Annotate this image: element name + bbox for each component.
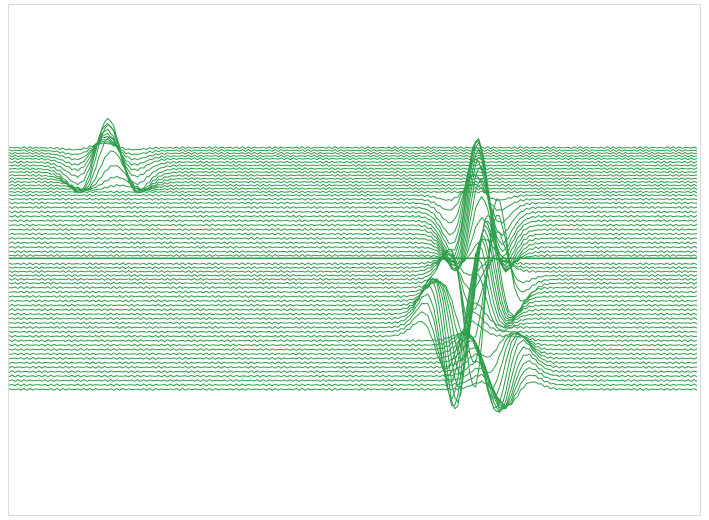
trace-line-40 bbox=[9, 229, 698, 377]
trace-line-35 bbox=[9, 214, 698, 363]
trace-line-37 bbox=[9, 215, 698, 336]
trace-line-52 bbox=[9, 332, 698, 400]
trace-line-12 bbox=[9, 165, 698, 191]
trace-line-1 bbox=[9, 142, 698, 151]
trace-line-56 bbox=[9, 353, 698, 411]
trace-line-55 bbox=[9, 346, 697, 413]
trace-line-44 bbox=[9, 258, 698, 407]
trace-line-2 bbox=[9, 140, 698, 156]
trace-line-28 bbox=[9, 196, 698, 271]
trace-line-15 bbox=[9, 190, 698, 194]
trace-line-18 bbox=[9, 158, 698, 224]
trace-line-31 bbox=[9, 257, 698, 276]
trace-line-33 bbox=[9, 253, 698, 310]
trace-line-47 bbox=[9, 311, 698, 377]
trace-line-3 bbox=[9, 138, 697, 161]
trace-line-29 bbox=[9, 217, 698, 268]
trace-line-46 bbox=[9, 302, 698, 383]
trace-line-17 bbox=[9, 173, 698, 211]
trace-line-24 bbox=[9, 148, 698, 267]
trace-line-27 bbox=[9, 178, 698, 273]
trace-line-26 bbox=[9, 166, 698, 272]
trace-line-11 bbox=[9, 150, 698, 192]
trace-line-13 bbox=[9, 175, 698, 191]
trace-line-38 bbox=[9, 220, 698, 349]
trace-line-42 bbox=[9, 238, 698, 403]
trace-line-59 bbox=[9, 373, 698, 409]
trace-line-5 bbox=[9, 132, 698, 172]
trace-line-43 bbox=[9, 247, 698, 410]
trace-line-21 bbox=[9, 138, 698, 253]
trace-line-45 bbox=[9, 271, 698, 400]
trace-line-48 bbox=[9, 320, 698, 370]
trace-line-49 bbox=[9, 332, 698, 358]
trace-line-20 bbox=[9, 140, 698, 246]
trace-line-50 bbox=[9, 332, 698, 374]
trace-line-54 bbox=[9, 339, 698, 413]
trace-line-23 bbox=[9, 142, 698, 263]
trace-line-53 bbox=[9, 335, 698, 409]
trace-line-10 bbox=[9, 136, 698, 194]
trace-line-58 bbox=[9, 367, 698, 410]
trace-line-41 bbox=[9, 235, 698, 388]
trace-line-25 bbox=[9, 156, 698, 270]
trace-line-51 bbox=[9, 331, 698, 389]
trace-line-19 bbox=[9, 147, 698, 236]
trace-line-14 bbox=[9, 184, 698, 192]
trace-line-39 bbox=[9, 224, 698, 362]
waveform-plot bbox=[9, 118, 698, 413]
trace-line-60 bbox=[9, 380, 698, 407]
trace-line-4 bbox=[9, 135, 698, 166]
chart-frame bbox=[8, 4, 701, 516]
trace-line-57 bbox=[9, 360, 698, 410]
trace-line-32 bbox=[9, 257, 698, 291]
trace-line-22 bbox=[9, 139, 698, 258]
trace-line-16 bbox=[9, 183, 698, 202]
trace-line-36 bbox=[9, 198, 698, 388]
trace-line-30 bbox=[9, 238, 698, 265]
trace-line-34 bbox=[9, 231, 698, 339]
